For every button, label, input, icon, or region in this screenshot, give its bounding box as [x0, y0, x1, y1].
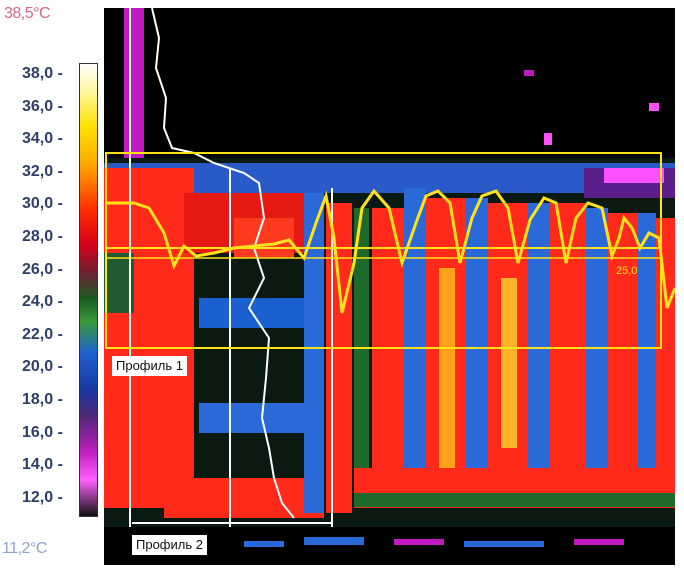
color-scale-bar	[79, 63, 98, 517]
scale-tick-label: 24,0 -	[22, 293, 63, 311]
footer-noise	[244, 537, 624, 547]
thermal-image: 25,0 Профиль 1	[104, 8, 675, 527]
scale-tick-label: 30,0 -	[22, 195, 63, 213]
scale-tick-label: 12,0 -	[22, 488, 63, 506]
footer-strip: Профиль 2	[104, 527, 675, 565]
profile-2-label: Профиль 2	[132, 535, 207, 555]
profile-1-label: Профиль 1	[112, 356, 187, 376]
scale-tick-label: 32,0 -	[22, 162, 63, 180]
scale-tick-label: 18,0 -	[22, 391, 63, 408]
temperature-scale-panel: 38,5°C 38,0 - 36,0 - 34,0 - 32,0 - 30,0 - 28,…	[0, 0, 104, 565]
measurement-box-value: 25,0	[616, 265, 637, 277]
scale-tick-label: 16,0 -	[22, 423, 63, 441]
scale-tick-label: 36,0 -	[22, 97, 63, 115]
scale-tick-label: 28,0 -	[22, 228, 63, 245]
scale-tick-label: 14,0 -	[22, 456, 63, 474]
thermal-image-canvas: 25,0	[104, 8, 675, 527]
max-temperature-label: 38,5°C	[4, 5, 51, 22]
scale-tick-label: 26,0 -	[22, 260, 63, 278]
scale-tick-label: 20,0 -	[22, 358, 63, 376]
min-temperature-label: 11,2°C	[2, 540, 47, 557]
scale-tick-label: 22,0 -	[22, 325, 63, 343]
scale-tick-label: 38,0 -	[22, 65, 63, 82]
scale-tick-label: 34,0 -	[22, 130, 63, 148]
